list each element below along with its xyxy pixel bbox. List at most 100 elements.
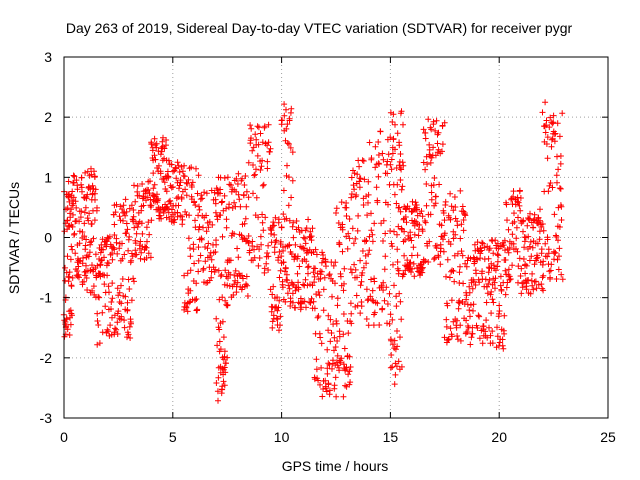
data-point	[530, 286, 537, 293]
data-point	[500, 242, 507, 249]
data-point	[388, 240, 395, 247]
data-point	[126, 205, 133, 212]
data-point	[327, 316, 334, 323]
data-point	[284, 140, 291, 147]
data-point	[83, 236, 90, 243]
data-point	[389, 243, 396, 250]
data-point	[457, 235, 464, 242]
data-point	[256, 246, 263, 253]
data-point	[482, 276, 489, 283]
data-point	[212, 196, 219, 203]
data-point	[555, 166, 562, 173]
data-point	[365, 251, 372, 258]
data-point	[239, 175, 246, 182]
data-point	[454, 317, 460, 324]
data-point	[331, 334, 338, 341]
data-point	[64, 253, 71, 260]
data-point	[147, 254, 154, 261]
data-point	[492, 237, 499, 244]
data-point	[145, 250, 152, 257]
data-point	[161, 179, 168, 186]
data-point	[336, 333, 343, 340]
data-point	[431, 175, 438, 181]
data-point	[75, 263, 82, 270]
data-point	[182, 186, 189, 193]
x-tick-label: 0	[60, 429, 68, 445]
data-point	[350, 182, 357, 189]
data-point	[352, 266, 359, 273]
data-point	[91, 174, 98, 180]
data-point	[192, 296, 199, 303]
data-point	[255, 124, 262, 131]
data-point	[415, 268, 422, 275]
data-point	[125, 247, 132, 254]
data-point	[221, 348, 228, 355]
data-point	[460, 280, 467, 287]
data-point	[244, 282, 251, 289]
data-point	[393, 303, 400, 310]
data-point	[383, 284, 390, 291]
data-point	[101, 281, 108, 288]
data-point	[524, 222, 531, 229]
data-point	[278, 121, 285, 128]
data-point	[222, 369, 229, 376]
data-point	[426, 238, 433, 245]
data-point	[367, 293, 374, 300]
data-point	[259, 139, 266, 146]
data-point	[64, 217, 71, 224]
y-tick-label: -3	[40, 410, 53, 426]
data-point	[374, 197, 381, 204]
data-point	[397, 208, 404, 215]
data-point	[214, 216, 221, 223]
data-point	[389, 150, 396, 157]
data-point	[387, 228, 394, 234]
data-point	[183, 304, 190, 311]
data-point	[280, 187, 287, 194]
data-point	[402, 214, 409, 220]
data-point	[290, 219, 297, 226]
data-point	[305, 270, 311, 277]
data-point	[268, 227, 275, 234]
data-point	[428, 196, 435, 203]
data-point	[528, 253, 535, 260]
data-point	[347, 266, 354, 273]
data-point	[300, 281, 307, 288]
data-point	[214, 388, 221, 395]
data-point	[368, 210, 374, 217]
data-point	[323, 263, 329, 270]
data-point	[229, 205, 236, 211]
data-point	[123, 208, 130, 215]
data-point	[490, 299, 497, 306]
data-point	[274, 316, 281, 323]
data-point	[424, 161, 431, 168]
data-point	[480, 323, 487, 330]
data-point	[380, 287, 387, 294]
data-point	[423, 181, 430, 187]
data-point	[224, 354, 231, 361]
data-point	[490, 250, 497, 257]
data-point	[370, 322, 377, 329]
data-point	[432, 200, 439, 207]
data-point	[559, 110, 566, 117]
data-point	[529, 270, 536, 277]
data-point	[340, 393, 347, 400]
data-point	[422, 135, 429, 142]
data-point	[69, 246, 76, 253]
data-point	[187, 287, 194, 294]
data-point	[270, 219, 277, 226]
data-point	[536, 228, 543, 235]
data-point	[315, 313, 322, 320]
data-point	[554, 179, 560, 186]
data-point	[387, 161, 394, 168]
data-point	[234, 279, 241, 286]
data-point	[324, 370, 331, 377]
data-point	[74, 186, 81, 193]
data-point	[494, 251, 501, 258]
data-point	[525, 277, 532, 283]
data-point	[439, 148, 445, 155]
data-point	[254, 123, 261, 130]
data-point	[78, 174, 85, 181]
data-point	[118, 282, 124, 289]
data-point	[483, 317, 490, 324]
data-point	[471, 241, 478, 248]
